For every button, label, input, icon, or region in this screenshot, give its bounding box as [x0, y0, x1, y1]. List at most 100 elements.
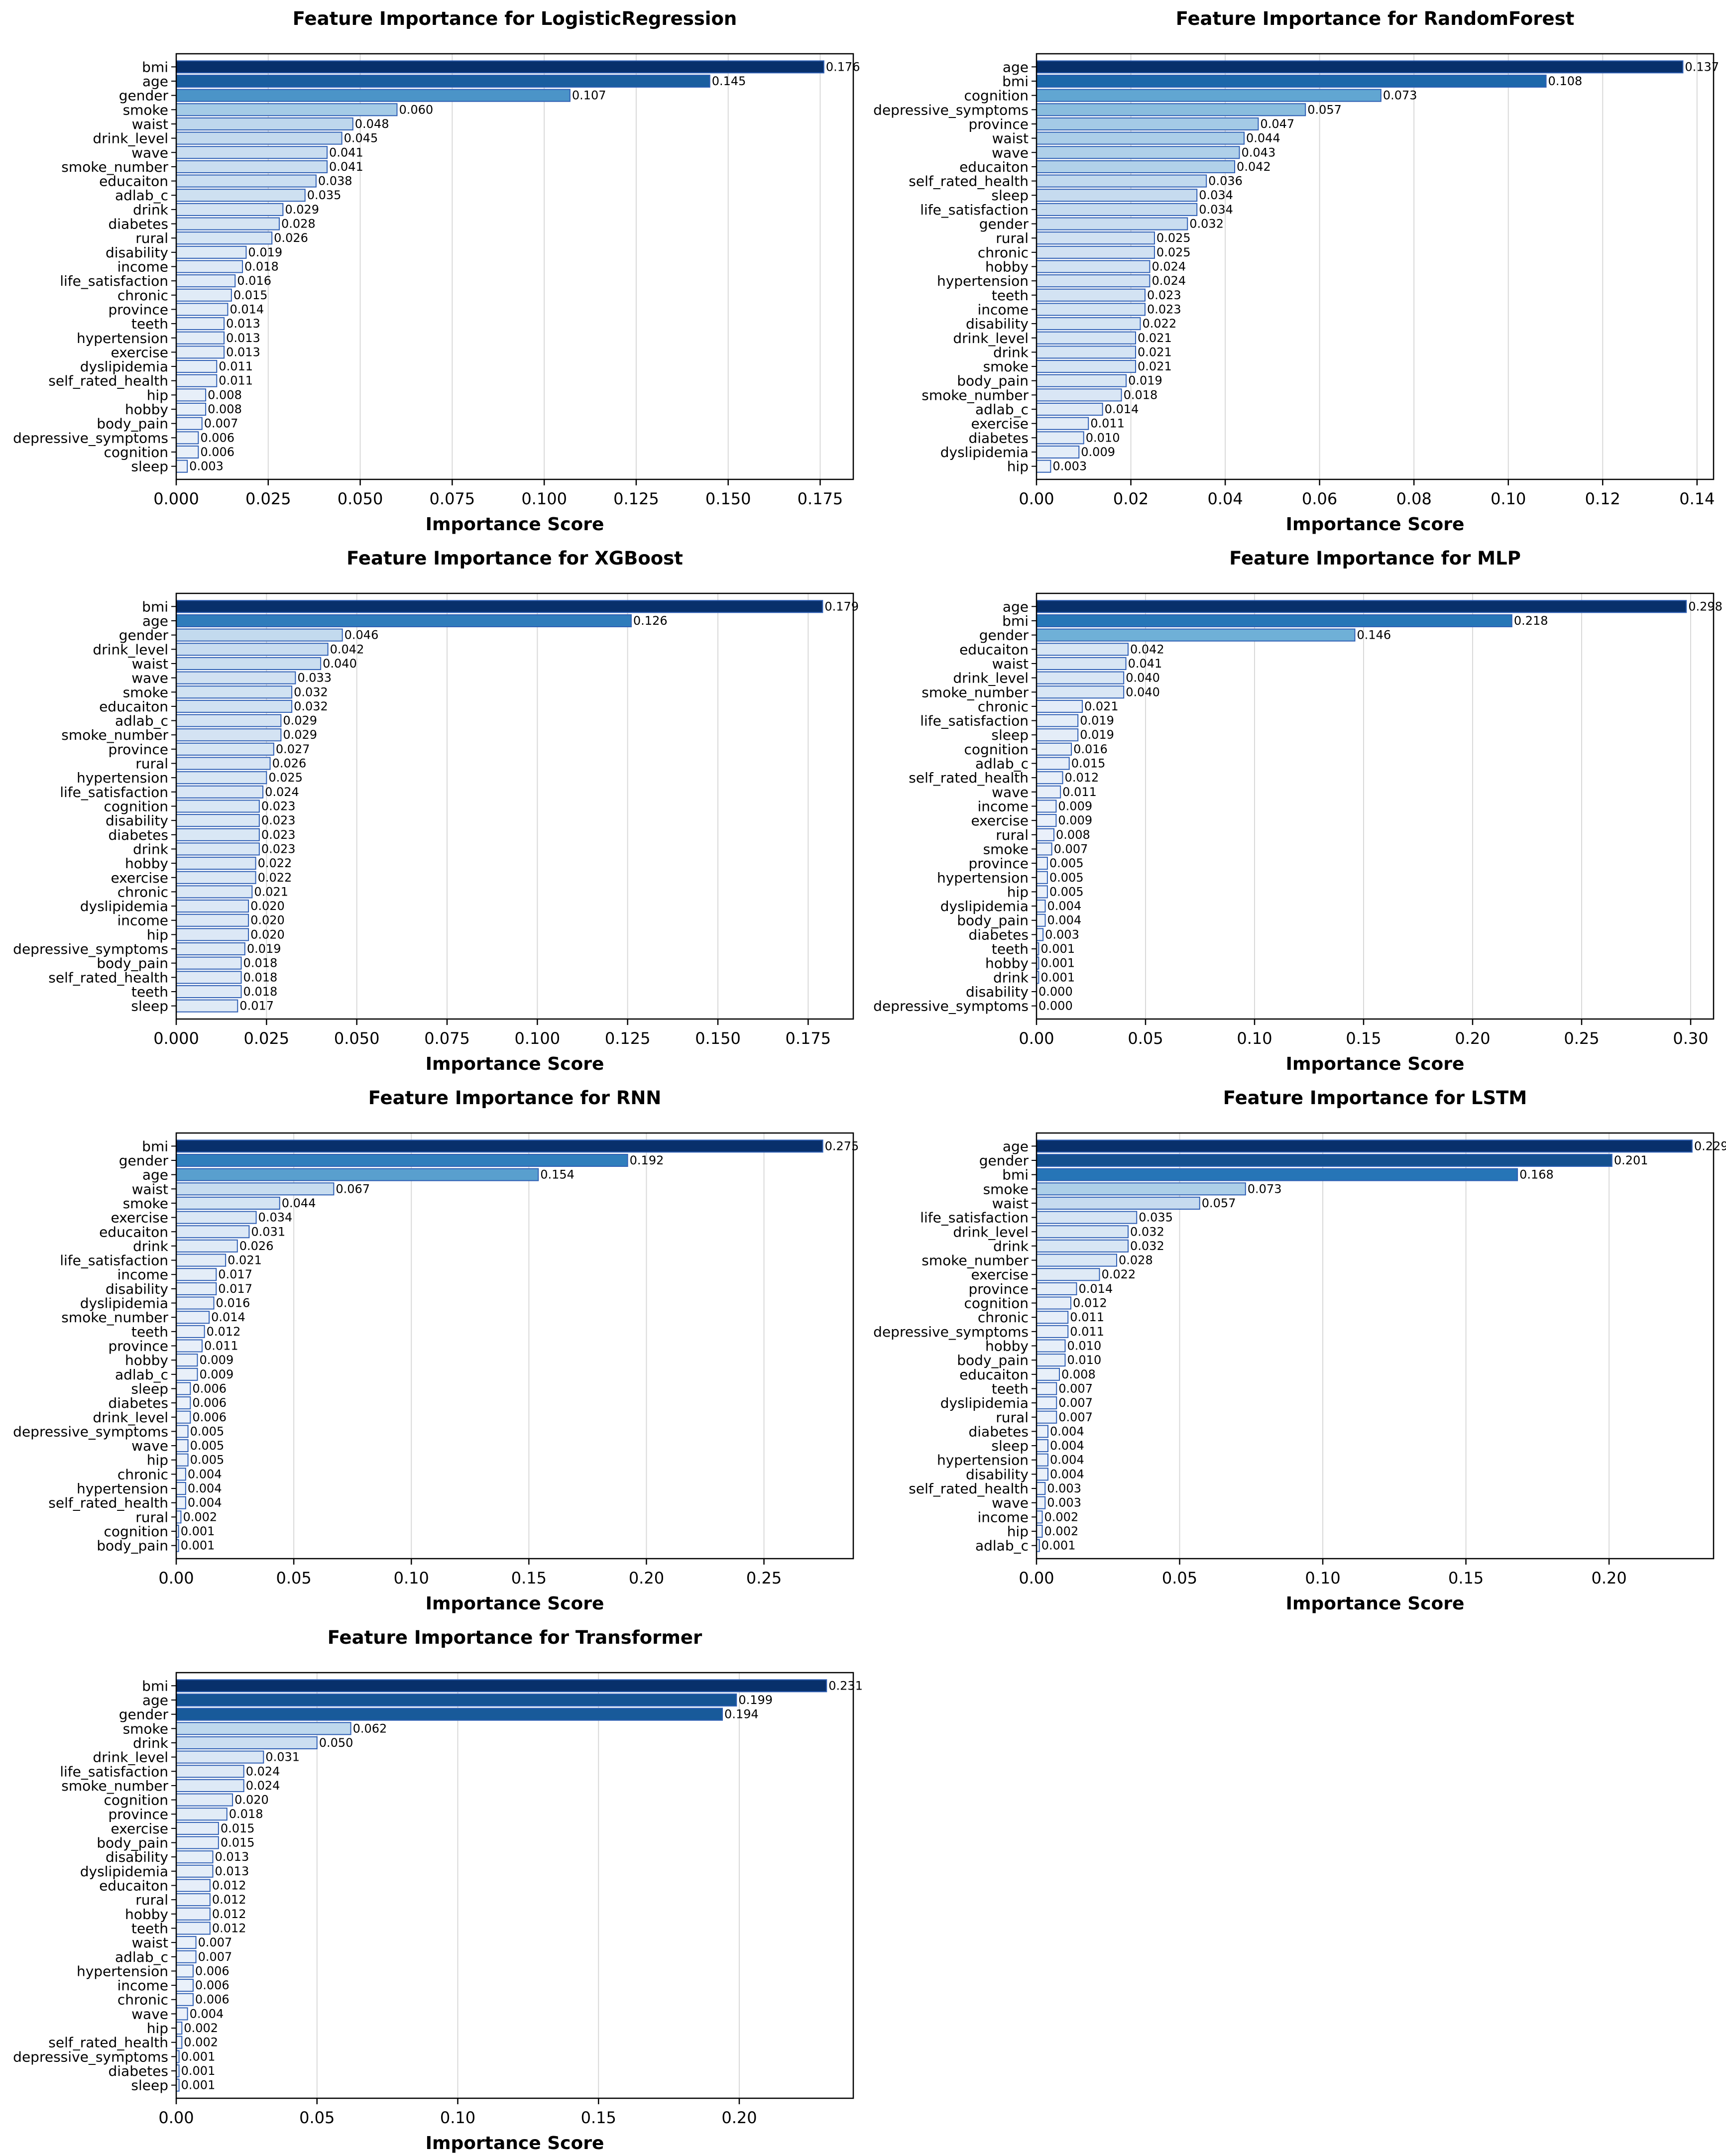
- value-label: 0.004: [1047, 899, 1082, 913]
- bar: [176, 388, 207, 402]
- value-label: 0.040: [1126, 671, 1160, 685]
- value-label: 0.023: [261, 842, 296, 856]
- value-label: 0.003: [1047, 1481, 1081, 1495]
- bar: [176, 1850, 214, 1864]
- category-label: hypertension: [937, 870, 1029, 886]
- category-label: educaiton: [99, 698, 168, 715]
- bar: [1036, 785, 1061, 798]
- category-label: self_rated_health: [909, 173, 1029, 190]
- value-label: 0.021: [254, 885, 288, 899]
- category-label: age: [1003, 598, 1029, 615]
- category-label: cognition: [104, 1792, 168, 1809]
- bar: [1036, 1396, 1057, 1410]
- bar: [176, 1750, 264, 1764]
- x-axis-label: Importance Score: [426, 1054, 604, 1074]
- value-label: 0.073: [1248, 1182, 1282, 1196]
- category-label: hip: [1007, 458, 1029, 475]
- category-label: hobby: [985, 955, 1029, 972]
- category-label: bmi: [1002, 613, 1029, 629]
- value-label: 0.022: [1143, 317, 1177, 331]
- value-label: 0.015: [1071, 757, 1106, 771]
- value-label: 0.036: [1208, 174, 1243, 188]
- value-label: 0.000: [1038, 985, 1073, 999]
- bar: [1036, 260, 1151, 273]
- bar: [1036, 331, 1137, 344]
- x-tick-label: 0.25: [746, 1569, 782, 1588]
- bar: [1036, 900, 1046, 913]
- value-label: 0.012: [207, 1325, 241, 1339]
- value-label: 0.298: [1688, 599, 1723, 613]
- value-label: 0.023: [261, 799, 296, 813]
- category-label: self_rated_health: [48, 373, 168, 389]
- value-label: 0.009: [200, 1353, 234, 1367]
- bar: [176, 1439, 189, 1453]
- bar: [1036, 1253, 1118, 1267]
- bar: [1036, 828, 1055, 841]
- category-label: income: [977, 301, 1029, 318]
- chart-title: Feature Importance for Transformer: [328, 1627, 702, 1648]
- category-label: life_satisfaction: [920, 202, 1029, 218]
- value-label: 0.001: [181, 2078, 216, 2092]
- category-label: adlab_c: [975, 756, 1029, 772]
- category-label: province: [108, 1338, 168, 1355]
- x-tick-label: 0.100: [521, 489, 567, 508]
- category-label: disability: [966, 316, 1029, 332]
- category-label: bmi: [142, 1678, 168, 1694]
- value-label: 0.073: [1383, 89, 1417, 103]
- category-label: smoke_number: [61, 1309, 168, 1326]
- bar: [176, 1410, 191, 1424]
- category-label: income: [977, 1509, 1029, 1525]
- bar: [1036, 671, 1125, 684]
- bar: [1036, 885, 1048, 899]
- category-label: adlab_c: [115, 187, 168, 204]
- category-label: teeth: [131, 1324, 168, 1340]
- category-label: dyslipidemia: [80, 1863, 168, 1880]
- value-label: 0.043: [1242, 145, 1276, 159]
- category-label: cognition: [964, 88, 1029, 104]
- category-label: self_rated_health: [909, 770, 1029, 786]
- bar: [1036, 117, 1259, 130]
- bar: [176, 1893, 211, 1907]
- category-label: body_pain: [957, 912, 1029, 929]
- bar: [176, 600, 823, 613]
- category-label: bmi: [142, 59, 168, 75]
- value-label: 0.005: [1049, 871, 1084, 885]
- value-label: 0.007: [204, 417, 238, 431]
- value-label: 0.045: [344, 131, 378, 145]
- bar: [1036, 146, 1240, 159]
- value-label: 0.025: [1156, 245, 1191, 259]
- category-label: adlab_c: [115, 1366, 168, 1383]
- bar: [1036, 160, 1236, 173]
- chart-title: Feature Importance for LogisticRegressio…: [293, 8, 737, 29]
- value-label: 0.020: [250, 927, 285, 941]
- x-tick-label: 0.20: [629, 1569, 664, 1588]
- value-label: 0.005: [190, 1439, 225, 1453]
- value-label: 0.015: [233, 288, 268, 302]
- category-label: age: [1003, 1138, 1029, 1154]
- value-label: 0.015: [221, 1821, 255, 1835]
- value-label: 0.021: [1084, 699, 1119, 713]
- value-label: 0.006: [192, 1381, 227, 1395]
- category-label: diabetes: [108, 1395, 168, 1411]
- category-label: bmi: [1002, 1167, 1029, 1183]
- category-label: cognition: [104, 444, 168, 460]
- value-label: 0.031: [265, 1750, 300, 1764]
- value-label: 0.023: [1147, 288, 1181, 302]
- value-label: 0.031: [251, 1225, 285, 1239]
- bar: [1036, 742, 1072, 756]
- category-label: disability: [966, 984, 1029, 1000]
- value-label: 0.032: [1130, 1239, 1164, 1253]
- value-label: 0.050: [319, 1736, 353, 1750]
- category-label: sleep: [131, 458, 168, 475]
- category-label: smoke_number: [921, 387, 1029, 403]
- category-label: exercise: [971, 812, 1029, 829]
- bar: [176, 1510, 182, 1524]
- value-label: 0.024: [246, 1779, 280, 1793]
- category-label: hip: [1007, 1523, 1029, 1540]
- bar: [176, 828, 260, 841]
- value-label: 0.032: [1189, 217, 1224, 231]
- bar: [176, 1182, 335, 1196]
- bar: [176, 971, 242, 984]
- category-label: income: [977, 798, 1029, 815]
